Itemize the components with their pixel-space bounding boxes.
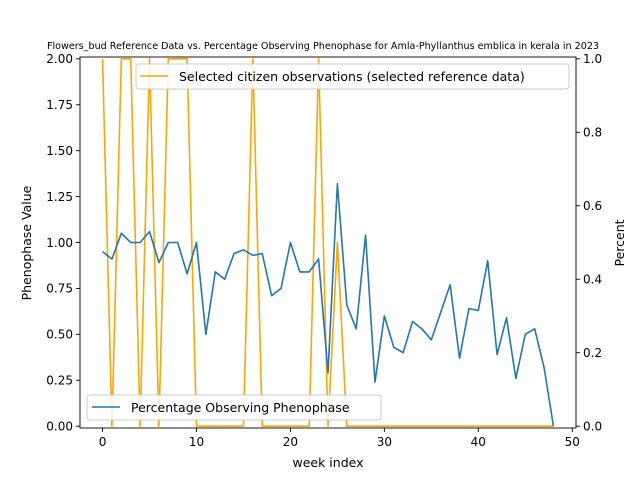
y-left-tick-label: 0.50: [46, 328, 73, 342]
y-left-tick-label: 1.75: [46, 98, 73, 112]
y-left-tick-label: 1.25: [46, 190, 73, 204]
legend-orange-label: Selected citizen observations (selected …: [179, 69, 525, 84]
y-right-tick-label: 0.0: [583, 419, 602, 433]
y-axis-right-label: Percent: [612, 219, 627, 266]
y-left-tick-label: 0.75: [46, 282, 73, 296]
y-left-tick-label: 2.00: [46, 52, 73, 66]
y-right-tick-label: 0.8: [583, 126, 602, 140]
x-tick-label: 40: [471, 435, 486, 449]
series-line-1: [101, 58, 554, 427]
y-axis-left-label: Phenophase Value: [19, 185, 34, 300]
y-left-tick-label: 0.00: [46, 419, 73, 433]
legend-orange: Selected citizen observations (selected …: [135, 63, 570, 90]
series-line-0: [102, 182, 555, 427]
y-right-tick-label: 0.2: [583, 346, 602, 360]
y-right-tick-label: 0.6: [583, 199, 602, 213]
y-right-tick-label: 1.0: [583, 52, 602, 66]
y-left-tick-label: 0.25: [46, 374, 73, 388]
x-tick-label: 20: [283, 435, 298, 449]
y-left-tick-label: 1.00: [46, 236, 73, 250]
x-tick-label: 10: [189, 435, 204, 449]
x-tick-label: 0: [99, 435, 107, 449]
y-right-tick-label: 0.4: [583, 273, 602, 287]
x-axis-label: week index: [292, 455, 363, 470]
legend-blue: Percentage Observing Phenophase: [86, 394, 382, 421]
y-left-tick-label: 1.50: [46, 144, 73, 158]
x-tick-label: 50: [565, 435, 580, 449]
x-tick-label: 30: [377, 435, 392, 449]
chart-title: Flowers_bud Reference Data vs. Percentag…: [47, 41, 599, 52]
legend-blue-label: Percentage Observing Phenophase: [131, 400, 350, 415]
